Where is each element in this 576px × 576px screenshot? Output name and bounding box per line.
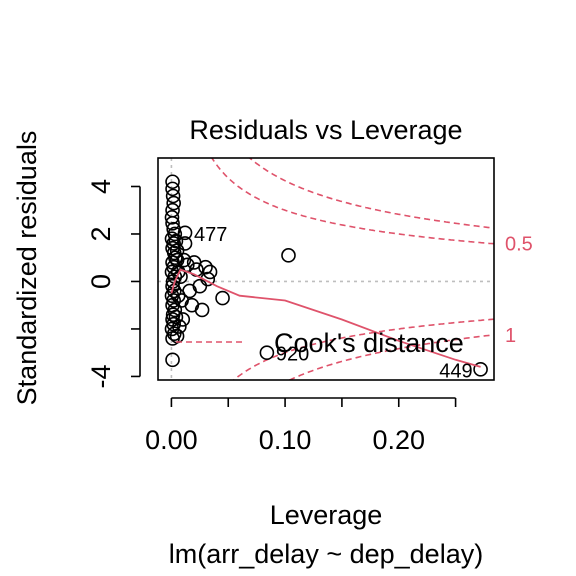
chart-title: Residuals vs Leverage <box>189 115 462 145</box>
data-point <box>166 353 179 366</box>
x-tick-label: 0.10 <box>259 425 312 455</box>
cook-contour-label-0-5: 0.5 <box>505 234 533 256</box>
x-tick-label: 0.20 <box>372 425 425 455</box>
data-point <box>282 249 295 262</box>
x-axis-label: Leverage <box>270 500 383 530</box>
cook-contour-label-1: 1 <box>505 325 516 347</box>
y-axis-label: Standardized residuals <box>12 131 42 406</box>
data-point <box>193 280 206 293</box>
point-label-449: 449 <box>439 360 472 382</box>
data-point <box>185 299 198 312</box>
y-tick-label: -4 <box>86 364 116 388</box>
model-caption: lm(arr_delay ~ dep_delay) <box>169 539 483 569</box>
data-point <box>260 346 273 359</box>
y-tick-label: 4 <box>86 179 116 194</box>
y-tick-label: 2 <box>86 226 116 241</box>
legend-label: Cook's distance <box>274 328 464 358</box>
y-tick-label: 0 <box>86 274 116 289</box>
point-label-477: 477 <box>194 224 227 246</box>
data-point <box>183 284 196 297</box>
data-point <box>196 303 209 316</box>
x-tick-label: 0.00 <box>145 425 198 455</box>
plot-area <box>158 0 494 576</box>
data-point <box>216 292 229 305</box>
